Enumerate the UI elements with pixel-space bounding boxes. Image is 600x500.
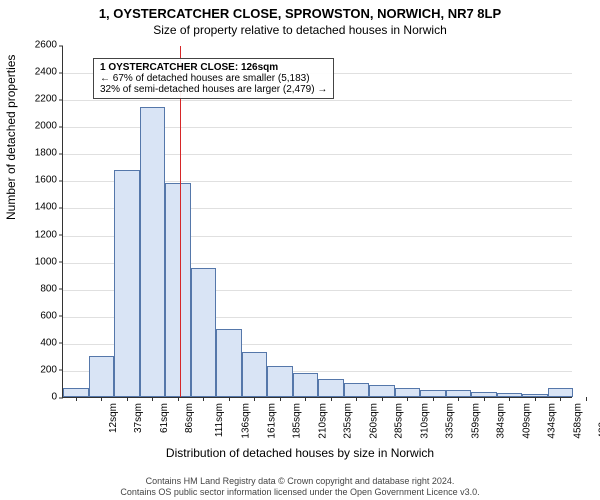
xtick-label: 86sqm: [184, 401, 195, 433]
xtick-mark: [203, 397, 204, 401]
xtick-label: 359sqm: [470, 401, 481, 439]
gridline: [63, 100, 572, 101]
histogram-bar: [318, 379, 344, 397]
histogram-bar: [446, 390, 472, 397]
xtick-mark: [509, 397, 510, 401]
xtick-mark: [331, 397, 332, 401]
histogram-bar: [344, 383, 370, 397]
y-axis-label: Number of detached properties: [4, 55, 18, 220]
ytick-label: 1600: [35, 175, 63, 186]
histogram-bar: [548, 388, 574, 397]
histogram-bar: [89, 356, 115, 397]
xtick-mark: [254, 397, 255, 401]
xtick-label: 409sqm: [521, 401, 532, 439]
xtick-mark: [433, 397, 434, 401]
histogram-bar: [293, 373, 319, 397]
xtick-mark: [101, 397, 102, 401]
histogram-bar: [395, 388, 421, 397]
histogram-bar: [420, 390, 446, 397]
xtick-mark: [560, 397, 561, 401]
ytick-label: 400: [40, 337, 63, 348]
chart-area: 1 OYSTERCATCHER CLOSE: 126sqm ← 67% of d…: [62, 46, 572, 398]
annotation-box: 1 OYSTERCATCHER CLOSE: 126sqm ← 67% of d…: [93, 58, 334, 99]
ytick-label: 2000: [35, 121, 63, 132]
ytick-label: 600: [40, 310, 63, 321]
xtick-label: 235sqm: [343, 401, 354, 439]
xtick-mark: [152, 397, 153, 401]
footer: Contains HM Land Registry data © Crown c…: [0, 476, 600, 498]
xtick-label: 185sqm: [292, 401, 303, 439]
footer-line2: Contains OS public sector information li…: [0, 487, 600, 498]
xtick-label: 136sqm: [241, 401, 252, 439]
histogram-bar: [369, 385, 395, 397]
xtick-label: 111sqm: [214, 401, 225, 437]
xtick-label: 161sqm: [266, 401, 277, 439]
xtick-mark: [229, 397, 230, 401]
title-main: 1, OYSTERCATCHER CLOSE, SPROWSTON, NORWI…: [0, 0, 600, 21]
ytick-label: 1200: [35, 229, 63, 240]
xtick-label: 335sqm: [445, 401, 456, 439]
ytick-label: 2200: [35, 94, 63, 105]
xtick-label: 458sqm: [572, 401, 583, 439]
histogram-bar: [165, 183, 191, 397]
xtick-label: 12sqm: [108, 401, 119, 433]
xtick-label: 37sqm: [133, 401, 144, 433]
xtick-label: 310sqm: [419, 401, 430, 439]
annotation-line2: 32% of semi-detached houses are larger (…: [100, 84, 327, 95]
ytick-label: 1400: [35, 202, 63, 213]
footer-line1: Contains HM Land Registry data © Crown c…: [0, 476, 600, 487]
histogram-bar: [242, 352, 268, 397]
ytick-label: 2400: [35, 67, 63, 78]
ytick-label: 2600: [35, 40, 63, 51]
histogram-bar: [63, 388, 89, 397]
xtick-label: 260sqm: [368, 401, 379, 439]
xtick-mark: [407, 397, 408, 401]
xtick-mark: [280, 397, 281, 401]
xtick-mark: [382, 397, 383, 401]
xtick-mark: [586, 397, 587, 401]
title-sub: Size of property relative to detached ho…: [0, 21, 600, 37]
xtick-mark: [484, 397, 485, 401]
xtick-label: 434sqm: [547, 401, 558, 439]
annotation-title: 1 OYSTERCATCHER CLOSE: 126sqm: [100, 62, 327, 73]
histogram-bar: [216, 329, 242, 397]
xtick-mark: [127, 397, 128, 401]
histogram-bar: [114, 170, 140, 397]
xtick-mark: [458, 397, 459, 401]
xtick-mark: [178, 397, 179, 401]
annotation-line1: ← 67% of detached houses are smaller (5,…: [100, 73, 327, 84]
ytick-label: 1800: [35, 148, 63, 159]
ytick-label: 0: [51, 392, 63, 403]
xtick-mark: [305, 397, 306, 401]
ytick-label: 200: [40, 364, 63, 375]
ytick-label: 1000: [35, 256, 63, 267]
histogram-bar: [140, 107, 166, 397]
xtick-label: 285sqm: [394, 401, 405, 439]
x-axis-label: Distribution of detached houses by size …: [0, 446, 600, 460]
xtick-label: 210sqm: [317, 401, 328, 439]
ytick-label: 800: [40, 283, 63, 294]
xtick-label: 384sqm: [496, 401, 507, 439]
xtick-mark: [76, 397, 77, 401]
xtick-mark: [356, 397, 357, 401]
xtick-mark: [535, 397, 536, 401]
histogram-bar: [267, 366, 293, 397]
histogram-bar: [191, 268, 217, 397]
xtick-label: 61sqm: [159, 401, 170, 433]
